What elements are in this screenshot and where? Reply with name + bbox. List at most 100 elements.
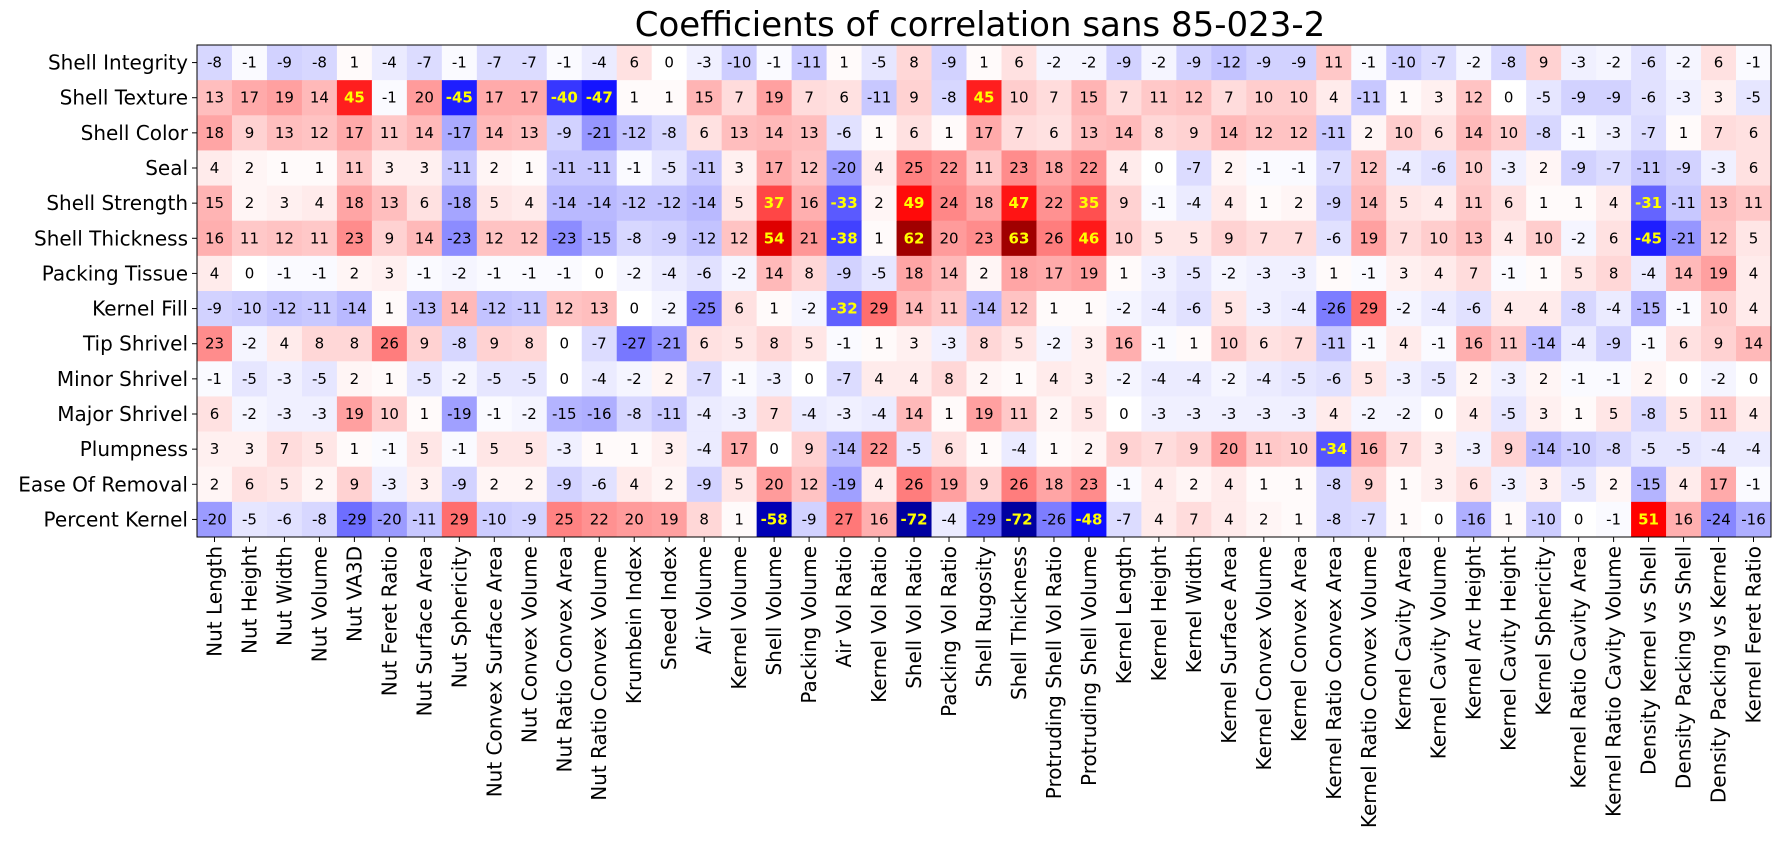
cell-value-label: -3 (732, 405, 747, 423)
column-label: Density Packing vs Shell (1672, 546, 1696, 789)
heatmap-cell (651, 150, 688, 187)
heatmap-cell (1386, 115, 1422, 151)
cell-value-label: 7 (1014, 124, 1024, 142)
heatmap-cell (511, 431, 548, 468)
column-label: Packing Volume (797, 546, 821, 704)
heatmap-cell (756, 326, 793, 362)
heatmap-cell (1211, 466, 1247, 503)
cell-value-label: -11 (797, 54, 822, 72)
heatmap-cell (1071, 45, 1107, 81)
cell-value-label: 10 (1289, 440, 1308, 458)
cell-value-label: 1 (385, 370, 395, 388)
heatmap-cell (931, 361, 968, 397)
heatmap-cell (1491, 361, 1527, 397)
heatmap-cell (406, 185, 443, 222)
heatmap-cell (1631, 115, 1667, 151)
column-label: Kernel Surface Area (1217, 546, 1241, 744)
cell-value-label: -1 (767, 54, 782, 72)
cell-value-label: 37 (764, 194, 785, 212)
heatmap-cell (1526, 255, 1562, 292)
cell-value-label: -8 (662, 124, 677, 142)
column-label: Kernel Height (1147, 546, 1171, 681)
heatmap-cell (1281, 396, 1317, 433)
heatmap-cell (1001, 80, 1037, 116)
heatmap-cell (826, 466, 863, 503)
cell-value-label: -9 (802, 510, 817, 528)
heatmap-cell (686, 431, 723, 468)
heatmap-cell (1036, 326, 1072, 362)
heatmap-cell (651, 220, 688, 257)
cell-value-label: -4 (1186, 194, 1201, 212)
heatmap-cell (581, 220, 618, 257)
cell-value-label: 5 (1609, 405, 1619, 423)
cell-value-label: 1 (315, 159, 325, 177)
cell-value-label: 14 (904, 405, 923, 423)
cell-value-label: -2 (1571, 229, 1586, 247)
heatmap-cell (231, 115, 268, 151)
heatmap-cell (791, 396, 828, 433)
column-label: Kernel Length (1112, 546, 1136, 684)
cell-value-label: -3 (767, 370, 782, 388)
heatmap-cell (406, 220, 443, 257)
heatmap-cell (1561, 150, 1597, 187)
cell-value-label: 14 (1674, 264, 1693, 282)
heatmap-cell (1666, 45, 1702, 81)
cell-value-label: -13 (412, 300, 437, 318)
heatmap-cell (197, 326, 233, 362)
heatmap-cell (1176, 115, 1212, 151)
heatmap-cell (581, 431, 618, 468)
heatmap-cell (581, 291, 618, 327)
heatmap-cell (756, 396, 793, 433)
heatmap-cell (1456, 291, 1492, 327)
heatmap-cell (1456, 45, 1492, 81)
cell-value-label: -10 (1531, 510, 1556, 528)
heatmap-cell (476, 466, 513, 503)
cell-value-label: 9 (804, 440, 814, 458)
column-label: Protruding Shell Volume (1077, 546, 1101, 786)
cell-value-label: -2 (522, 405, 537, 423)
heatmap-cell (1106, 115, 1142, 151)
heatmap-cell (1001, 220, 1037, 257)
heatmap-cell (1246, 466, 1282, 503)
cell-value-label: 10 (1254, 89, 1273, 107)
heatmap-cell (441, 396, 478, 433)
cell-value-label: 12 (1254, 124, 1273, 142)
cell-value-label: -7 (1326, 159, 1341, 177)
cell-value-label: -5 (1501, 405, 1516, 423)
heatmap-cell (1736, 326, 1772, 362)
cell-value-label: -9 (1606, 89, 1621, 107)
heatmap-cell (1386, 501, 1422, 538)
cell-value-label: 13 (730, 124, 749, 142)
heatmap-cell (1561, 185, 1597, 222)
cell-value-label: 10 (1534, 229, 1553, 247)
heatmap-cell (197, 150, 233, 187)
heatmap-cell (1281, 115, 1317, 151)
cell-value-label: 12 (555, 300, 574, 318)
cell-value-label: 6 (1609, 229, 1619, 247)
column-label: Krumbein Index (622, 546, 646, 704)
heatmap-cell (1036, 115, 1072, 151)
cell-value-label: 5 (490, 440, 500, 458)
heatmap-cell (1281, 326, 1317, 362)
heatmap-cell (1246, 185, 1282, 222)
cell-value-label: -11 (587, 159, 612, 177)
heatmap-cell (1246, 150, 1282, 187)
cell-value-label: -3 (1466, 440, 1481, 458)
heatmap-cell (441, 80, 478, 116)
cell-value-label: 7 (1399, 440, 1409, 458)
column-label: Sneed Index (657, 546, 681, 670)
heatmap-cell (1106, 396, 1142, 433)
heatmap-cell (651, 326, 688, 362)
heatmap-cell (301, 150, 338, 187)
heatmap-cell (1701, 361, 1737, 397)
heatmap-cell (721, 115, 758, 151)
heatmap-cell (791, 501, 828, 538)
cell-value-label: 16 (205, 229, 224, 247)
cell-value-label: 4 (315, 194, 325, 212)
cell-value-label: 1 (1574, 194, 1584, 212)
cell-value-label: 7 (1294, 229, 1304, 247)
heatmap-cell (1141, 501, 1177, 538)
heatmap-cell (581, 80, 618, 116)
cell-value-label: -6 (1641, 54, 1656, 72)
cell-value-label: -14 (692, 194, 717, 212)
